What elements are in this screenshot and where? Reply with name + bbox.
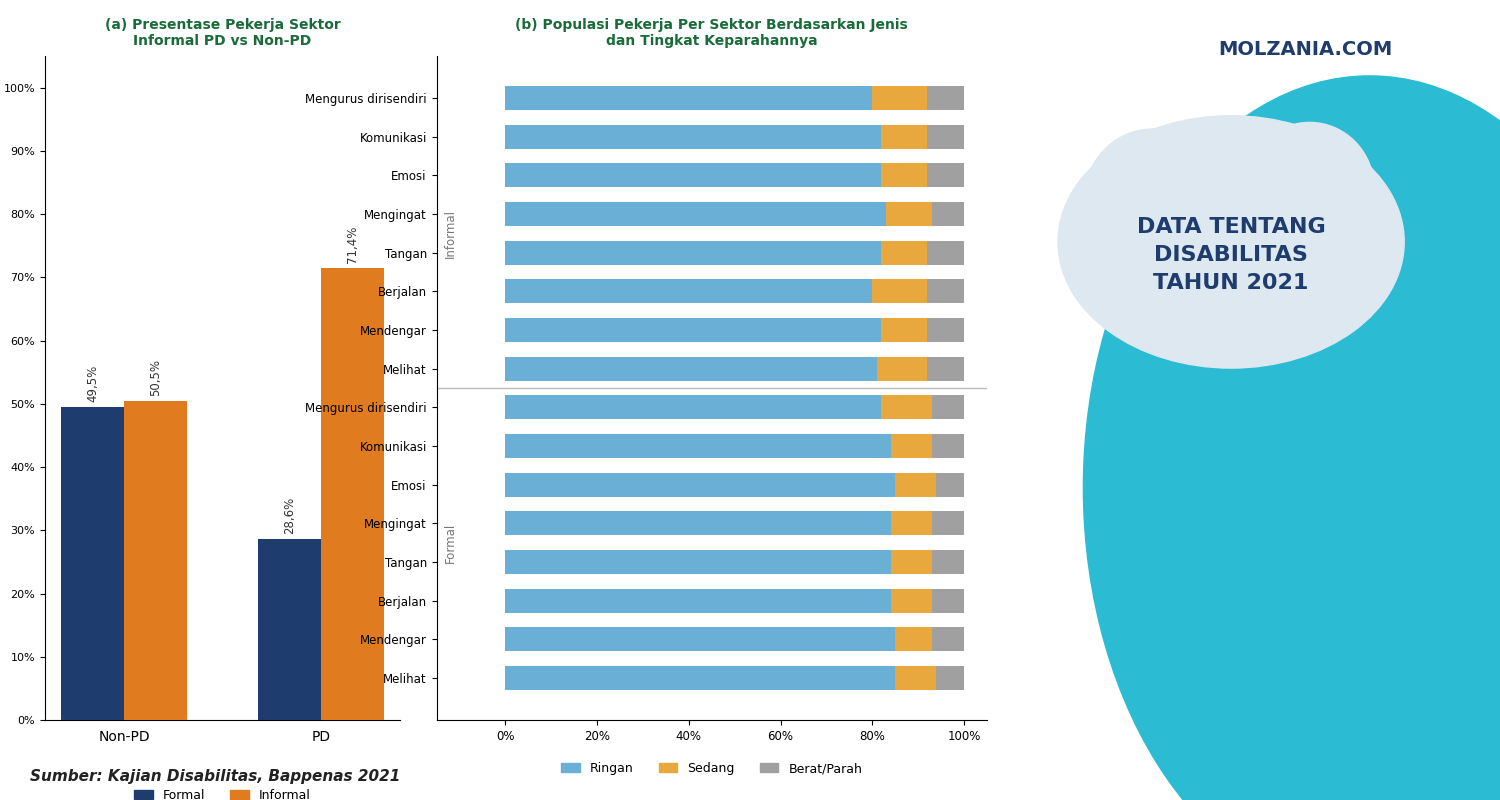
Bar (882, 318, 927, 342)
Bar (886, 202, 932, 226)
Bar (506, 125, 882, 149)
Bar (506, 395, 882, 419)
Bar (932, 550, 964, 574)
Bar (927, 279, 964, 303)
Bar (932, 395, 964, 419)
Bar (873, 86, 927, 110)
Bar (506, 163, 882, 187)
Text: MOLZANIA.COM: MOLZANIA.COM (1218, 40, 1392, 59)
Bar (882, 241, 927, 265)
Text: DATA TENTANG
DISABILITAS
TAHUN 2021: DATA TENTANG DISABILITAS TAHUN 2021 (1137, 218, 1326, 294)
Bar (882, 163, 927, 187)
Bar (124, 401, 188, 720)
Bar (882, 125, 927, 149)
Bar (506, 511, 891, 535)
Title: (b) Populasi Pekerja Per Sektor Berdasarkan Jenis
dan Tingkat Keparahannya: (b) Populasi Pekerja Per Sektor Berdasar… (516, 18, 908, 48)
Bar (932, 202, 964, 226)
Ellipse shape (1138, 258, 1323, 358)
Bar (258, 539, 321, 720)
Bar (927, 86, 964, 110)
Bar (506, 241, 882, 265)
Bar (506, 627, 896, 651)
Bar (932, 627, 964, 651)
Bar (936, 473, 964, 497)
Bar (321, 269, 384, 720)
Bar (506, 434, 891, 458)
Bar (891, 550, 932, 574)
Bar (896, 666, 936, 690)
Bar (932, 434, 964, 458)
Bar (932, 511, 964, 535)
Bar (62, 407, 124, 720)
Bar (932, 589, 964, 613)
Bar (896, 473, 936, 497)
Bar (891, 434, 932, 458)
Ellipse shape (1058, 116, 1404, 368)
Legend: Ringan, Sedang, Berat/Parah: Ringan, Sedang, Berat/Parah (556, 757, 867, 780)
Bar (927, 357, 964, 381)
Text: 28,6%: 28,6% (284, 497, 296, 534)
Circle shape (1083, 76, 1500, 800)
Bar (506, 589, 891, 613)
Bar (927, 318, 964, 342)
Ellipse shape (1083, 129, 1222, 275)
Bar (506, 202, 886, 226)
Bar (891, 589, 932, 613)
Bar (506, 666, 896, 690)
Bar (891, 511, 932, 535)
Text: Formal: Formal (444, 522, 458, 562)
Bar (927, 125, 964, 149)
Bar (927, 163, 964, 187)
Bar (878, 357, 927, 381)
Bar (506, 357, 878, 381)
Bar (873, 279, 927, 303)
Bar (506, 318, 882, 342)
Text: Sumber: Kajian Disabilitas, Bappenas 2021: Sumber: Kajian Disabilitas, Bappenas 202… (30, 769, 401, 784)
Ellipse shape (1245, 122, 1374, 255)
Bar (506, 279, 873, 303)
Bar (936, 666, 964, 690)
Bar (506, 473, 896, 497)
Bar (882, 395, 932, 419)
Text: 71,4%: 71,4% (346, 226, 358, 263)
Title: (a) Presentase Pekerja Sektor
Informal PD vs Non-PD: (a) Presentase Pekerja Sektor Informal P… (105, 18, 340, 48)
Text: 49,5%: 49,5% (86, 365, 99, 402)
Text: 50,5%: 50,5% (148, 358, 162, 395)
Bar (927, 241, 964, 265)
Bar (506, 86, 873, 110)
Bar (896, 627, 932, 651)
Legend: Formal, Informal: Formal, Informal (129, 784, 316, 800)
Text: Informal: Informal (444, 209, 458, 258)
Bar (506, 550, 891, 574)
